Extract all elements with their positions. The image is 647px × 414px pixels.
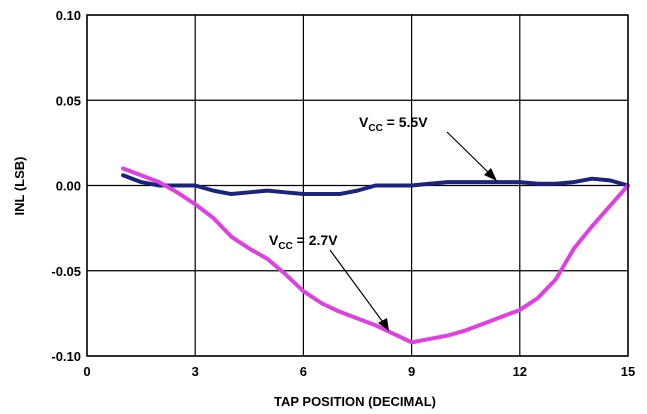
annotation-vcc-2v7-arrowhead xyxy=(378,318,389,331)
x-tick-label: 0 xyxy=(83,364,90,379)
annotation-vcc-5v5-prefix: V xyxy=(359,114,369,130)
y-tick-label: 0.10 xyxy=(56,8,81,23)
series-vcc-2v7-line xyxy=(121,166,630,345)
annotation-vcc-2v7-subscript: CC xyxy=(278,241,292,252)
y-tick-label: -0.10 xyxy=(51,349,81,364)
annotation-vcc-2v7-text: = 2.7V xyxy=(293,232,338,248)
y-tick-label: -0.05 xyxy=(51,264,81,279)
x-tick-label: 3 xyxy=(192,364,199,379)
annotation-vcc-5v5-text: = 5.5V xyxy=(383,114,428,130)
annotation-vcc-5v5-arrowhead xyxy=(484,168,497,181)
series-vcc-5v5-line xyxy=(121,173,630,197)
annotation-vcc-2v7: VCC = 2.7V xyxy=(269,232,389,331)
x-tick-label: 12 xyxy=(513,364,527,379)
annotation-vcc-5v5-subscript: CC xyxy=(368,123,382,134)
x-axis-label: TAP POSITION (DECIMAL) xyxy=(274,394,436,409)
annotation-vcc-5v5: VCC = 5.5V xyxy=(359,114,497,181)
plot-frame xyxy=(86,14,629,357)
x-tick-label: 15 xyxy=(621,364,635,379)
y-tick-label: 0.05 xyxy=(56,93,81,108)
annotation-vcc-5v5-label: VCC = 5.5V xyxy=(359,114,428,134)
y-axis-label: INL (LSB) xyxy=(12,157,27,216)
x-tick-label: 9 xyxy=(408,364,415,379)
annotation-vcc-5v5-arrow-line xyxy=(446,131,493,177)
annotation-vcc-2v7-label: VCC = 2.7V xyxy=(269,232,338,252)
y-tick-label: 0.00 xyxy=(56,179,81,194)
annotation-vcc-2v7-prefix: V xyxy=(269,232,279,248)
series-layer xyxy=(121,166,630,345)
tick-labels: 0 3 6 9 12 15 0.10 0.05 0.00 -0.05 -0.10 xyxy=(51,8,635,379)
x-tick-label: 6 xyxy=(300,364,307,379)
annotation-vcc-2v7-arrow-line xyxy=(329,249,386,326)
